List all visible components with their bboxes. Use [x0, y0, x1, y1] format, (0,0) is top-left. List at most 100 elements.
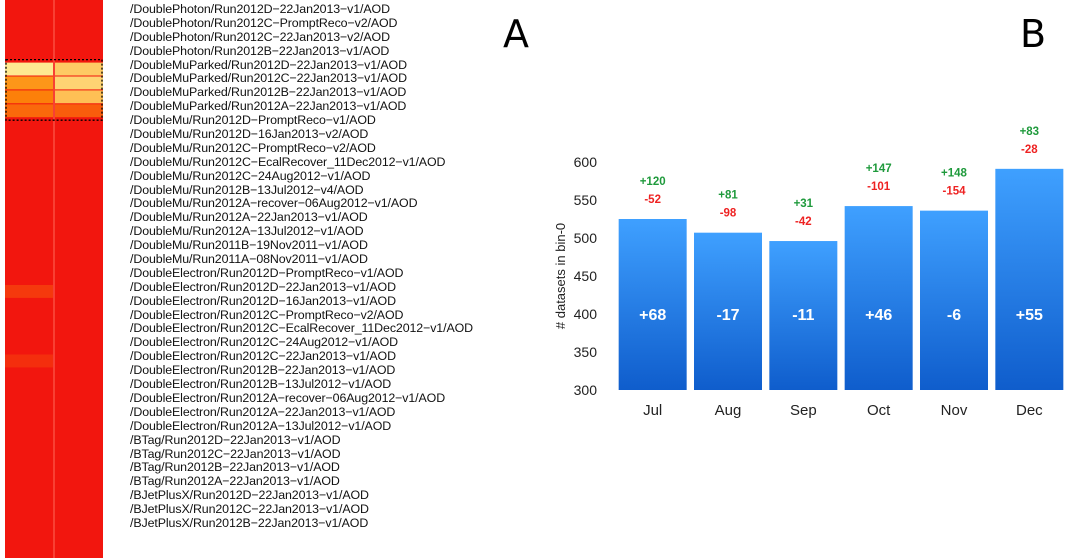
heatmap-cell: [55, 62, 103, 76]
dataset-label: /BJetPlusX/Run2012C−22Jan2013−v1/AOD: [130, 502, 369, 517]
removed-count-label: -52: [644, 194, 661, 206]
removed-count-label: -42: [795, 216, 812, 228]
panel-label-b: B: [1020, 12, 1047, 56]
heatmap-cell: [5, 201, 53, 215]
heatmap-cell: [5, 507, 53, 521]
added-count-label: +147: [866, 163, 892, 175]
net-change-label: -6: [947, 307, 961, 324]
heatmap-cell: [5, 34, 53, 48]
removed-count-label: -154: [942, 186, 966, 198]
bar: [618, 219, 687, 390]
dataset-label: /BTag/Run2012B−22Jan2013−v1/AOD: [130, 460, 340, 475]
heatmap-cell: [5, 229, 53, 243]
heatmap-cell: [5, 410, 53, 423]
heatmap-cell: [55, 229, 103, 243]
dataset-label: /DoubleElectron/Run2012B−22Jan2013−v1/AO…: [130, 363, 396, 378]
dataset-label: /DoubleElectron/Run2012A−recover−06Aug20…: [130, 390, 446, 405]
dataset-label: /DoubleMu/Run2012B−13Jul2012−v4/AOD: [130, 182, 364, 197]
heatmap-cell: [55, 354, 103, 368]
heatmap-cell: [55, 187, 103, 201]
x-tick-label: Oct: [867, 402, 891, 419]
heatmap-cell: [5, 90, 53, 104]
heatmap-cell: [5, 132, 53, 145]
y-tick-label: 450: [574, 268, 598, 284]
heatmap-cell: [55, 285, 103, 298]
heatmap-cell: [5, 340, 53, 354]
dataset-label: /DoubleElectron/Run2012C−24Aug2012−v1/AO…: [130, 335, 398, 350]
heatmap-cell: [5, 437, 53, 451]
panel-label-a: A: [503, 12, 529, 56]
heatmap-cell: [55, 479, 103, 493]
heatmap-cell: [55, 326, 103, 340]
heatmap-cell: [5, 326, 53, 340]
heatmap-cell: [55, 271, 103, 284]
dataset-label: /DoubleElectron/Run2012D−16Jan2013−v1/AO…: [130, 293, 396, 308]
heatmap-cell: [5, 187, 53, 201]
net-change-label: -17: [716, 307, 739, 324]
added-count-label: +81: [718, 190, 738, 202]
dataset-label: /DoublePhoton/Run2012C−22Jan2013−v2/AOD: [130, 29, 390, 44]
net-change-label: -11: [792, 307, 814, 324]
heatmap-cell: [55, 368, 103, 382]
dataset-label: /DoubleElectron/Run2012D−22Jan2013−v1/AO…: [130, 279, 396, 294]
heatmap-cell: [55, 90, 103, 104]
dataset-heatmap: [5, 0, 103, 558]
heatmap-cell: [5, 243, 53, 257]
heatmap-cell: [55, 312, 103, 326]
dataset-label: /DoubleMuParked/Run2012C−22Jan2013−v1/AO…: [130, 71, 407, 86]
heatmap-cell: [55, 146, 103, 159]
dataset-label: /BJetPlusX/Run2012D−22Jan2013−v1/AOD: [130, 488, 369, 503]
heatmap-cell: [55, 20, 103, 34]
heatmap-cell: [5, 285, 53, 298]
dataset-label: /DoubleElectron/Run2012B−13Jul2012−v1/AO…: [130, 377, 392, 392]
heatmap-cell: [55, 396, 103, 410]
added-count-label: +148: [941, 168, 968, 180]
heatmap-cell: [5, 424, 53, 437]
dataset-label: /DoublePhoton/Run2012B−22Jan2013−v1/AOD: [130, 43, 390, 58]
heatmap-cell: [5, 20, 53, 34]
bar: [995, 168, 1064, 390]
added-count-label: +120: [640, 176, 666, 188]
heatmap-cell: [55, 159, 103, 173]
heatmap-cell: [5, 48, 53, 62]
dataset-label: /DoubleMuParked/Run2012A−22Jan2013−v1/AO…: [130, 99, 407, 114]
heatmap-cell: [55, 507, 103, 521]
heatmap-cell: [5, 271, 53, 284]
heatmap-cell: [55, 201, 103, 215]
y-axis-label: # datasets in bin-0: [555, 223, 568, 329]
dataset-label: /DoubleMu/Run2012C−EcalRecover_11Dec2012…: [130, 154, 446, 169]
heatmap-cell: [5, 396, 53, 410]
heatmap-cell: [5, 62, 53, 76]
heatmap-cell: [55, 451, 103, 465]
removed-count-label: -28: [1021, 144, 1038, 156]
y-tick-label: 550: [574, 192, 598, 208]
heatmap-cell: [55, 298, 103, 312]
heatmap-cell: [55, 104, 103, 118]
dataset-label: /DoubleMu/Run2012A−13Jul2012−v1/AOD: [130, 224, 364, 239]
heatmap-cell: [5, 298, 53, 312]
heatmap-cell: [5, 354, 53, 368]
heatmap-cell: [5, 173, 53, 187]
heatmap-cell: [55, 48, 103, 62]
heatmap-cell: [55, 132, 103, 145]
dataset-label: /DoublePhoton/Run2012D−22Jan2013−v1/AOD: [130, 2, 390, 16]
heatmap-cell: [5, 451, 53, 465]
heatmap-cell: [55, 215, 103, 229]
heatmap-cell: [5, 368, 53, 382]
dataset-label: /BTag/Run2012D−22Jan2013−v1/AOD: [130, 432, 341, 447]
monthly-bar-chart: 300 350 400 450 500 550 600 # datasets in bin-0…: [555, 126, 1064, 419]
heatmap-cell: [55, 521, 103, 535]
heatmap-cell: [55, 493, 103, 507]
dataset-label: /DoubleElectron/Run2012D−PromptReco−v1/A…: [130, 265, 404, 280]
heatmap-cell: [55, 257, 103, 271]
heatmap-cell: [5, 118, 53, 132]
dataset-label: /DoubleMu/Run2011B−19Nov2011−v1/AOD: [130, 238, 368, 253]
heatmap-cell: [5, 382, 53, 396]
heatmap-cell: [55, 437, 103, 451]
heatmap-cell: [5, 7, 53, 20]
dataset-label: /DoubleElectron/Run2012C−22Jan2013−v1/AO…: [130, 349, 396, 364]
dataset-label: /DoubleMu/Run2012A−22Jan2013−v1/AOD: [130, 210, 368, 225]
net-change-label: +46: [865, 307, 892, 324]
heatmap-cell: [5, 257, 53, 271]
heatmap-cell: [5, 76, 53, 90]
